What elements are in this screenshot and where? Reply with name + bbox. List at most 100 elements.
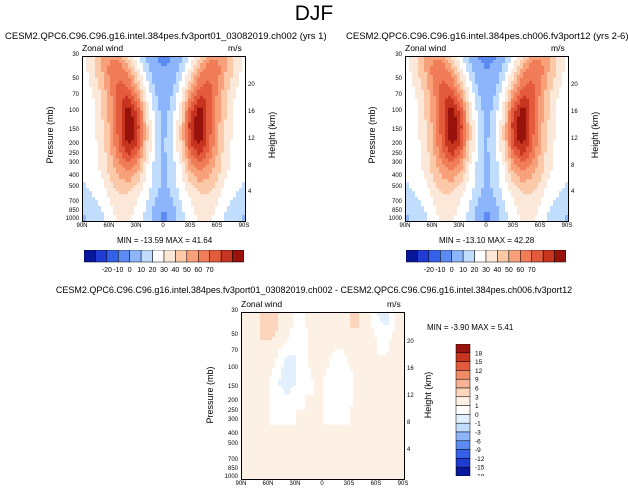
- field-cell: [421, 143, 425, 148]
- field-cell: [104, 140, 108, 145]
- field-cell: [176, 98, 180, 103]
- field-cell: [128, 86, 132, 91]
- field-cell: [451, 140, 455, 145]
- field-cell: [236, 101, 240, 106]
- field-cell: [188, 161, 192, 165]
- field-cell: [134, 215, 138, 219]
- field-cell: [137, 128, 141, 133]
- field-cell: [562, 149, 566, 154]
- field-cell: [514, 164, 518, 168]
- field-cell: [433, 57, 437, 61]
- field-cell: [122, 167, 126, 171]
- field-cell: [418, 122, 422, 127]
- field-cell: [152, 206, 156, 210]
- field-cell: [188, 107, 192, 112]
- field-cell: [209, 161, 213, 165]
- field-cell: [209, 215, 213, 219]
- field-cell: [113, 57, 117, 61]
- field-cell: [484, 101, 488, 106]
- field-cell: [221, 83, 225, 88]
- field-cell: [466, 113, 470, 118]
- field-cell: [170, 197, 174, 201]
- field-cell: [89, 122, 93, 127]
- field-cell: [469, 134, 473, 139]
- field-cell: [412, 68, 416, 73]
- field-cell: [484, 80, 488, 85]
- field-cell: [517, 119, 521, 124]
- field-cell: [535, 125, 539, 130]
- field-cell: [83, 95, 87, 100]
- field-cell: [83, 152, 87, 156]
- field-cell: [107, 215, 111, 219]
- field-cell: [137, 59, 141, 64]
- field-cell: [532, 143, 536, 148]
- field-cell: [478, 74, 482, 79]
- field-cell: [505, 57, 509, 61]
- field-cell: [107, 209, 111, 213]
- field-cell: [406, 125, 410, 130]
- field-cell: [185, 119, 189, 124]
- field-cell: [107, 59, 111, 64]
- field-cell: [230, 218, 234, 221]
- field-cell: [433, 164, 437, 168]
- field-cell: [176, 176, 180, 180]
- field-cell: [547, 113, 551, 118]
- field-cell: [95, 176, 99, 180]
- field-cell: [128, 68, 132, 73]
- field-cell: [496, 101, 500, 106]
- field-cell: [107, 104, 111, 109]
- field-cell: [185, 185, 189, 189]
- field-cell: [427, 89, 431, 94]
- field-cell: [212, 173, 216, 177]
- field-cell: [131, 194, 135, 198]
- field-cell: [562, 92, 566, 97]
- field-cell: [427, 107, 431, 112]
- field-cell: [418, 65, 422, 70]
- field-cell: [511, 68, 515, 73]
- field-cell: [212, 158, 216, 162]
- field-cell: [200, 203, 204, 207]
- field-cell: [550, 161, 554, 165]
- field-cell: [194, 65, 198, 70]
- field-cell: [406, 146, 410, 151]
- field-cell: [116, 167, 120, 171]
- field-cell: [200, 152, 204, 156]
- field-cell: [113, 125, 117, 130]
- field-cell: [113, 155, 117, 159]
- field-cell: [137, 206, 141, 210]
- field-cell: [122, 74, 126, 79]
- field-cell: [155, 182, 159, 186]
- field-cell: [182, 203, 186, 207]
- field-cell: [415, 71, 419, 76]
- field-cell: [233, 197, 237, 201]
- field-cell: [430, 80, 434, 85]
- field-cell: [436, 77, 440, 82]
- field-cell: [155, 197, 159, 201]
- field-cell: [409, 86, 413, 91]
- field-cell: [412, 92, 416, 97]
- field-cell: [415, 116, 419, 121]
- field-cell: [176, 170, 180, 174]
- field-cell: [164, 218, 168, 221]
- field-cell: [451, 83, 455, 88]
- field-cell: [125, 86, 129, 91]
- field-cell: [565, 149, 568, 154]
- field-cell: [161, 140, 165, 145]
- field-cell: [161, 161, 165, 165]
- field-cell: [236, 57, 240, 61]
- field-cell: [487, 110, 491, 115]
- field-cell: [445, 80, 449, 85]
- field-cell: [502, 122, 506, 127]
- field-cell: [119, 188, 123, 192]
- field-cell: [421, 122, 425, 127]
- field-cell: [158, 65, 162, 70]
- field-cell: [197, 71, 201, 76]
- field-cell: [206, 62, 210, 67]
- field-cell: [493, 122, 497, 127]
- field-cell: [134, 57, 138, 61]
- field-cell: [242, 140, 245, 145]
- field-cell: [167, 146, 171, 151]
- field-cell: [230, 182, 234, 186]
- field-cell: [565, 83, 568, 88]
- field-cell: [439, 125, 443, 130]
